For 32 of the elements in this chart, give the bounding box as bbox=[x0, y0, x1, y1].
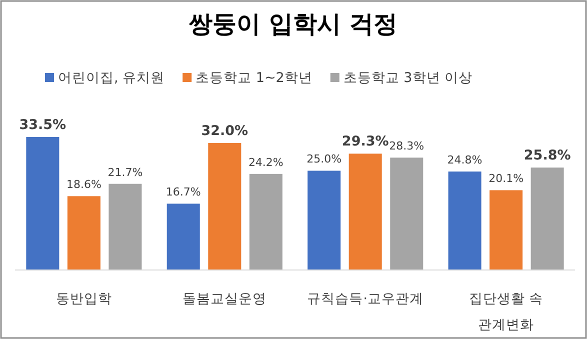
data-label: 16.7% bbox=[166, 186, 201, 199]
bar bbox=[308, 170, 341, 270]
data-label: 32.0% bbox=[201, 122, 249, 139]
legend-label: 초등학교 3학년 이상 bbox=[343, 70, 473, 86]
data-label: 24.8% bbox=[447, 154, 482, 167]
bar bbox=[26, 137, 60, 270]
data-label: 25.0% bbox=[306, 152, 342, 166]
chart-title: 쌍둥이 입학시 걱정 bbox=[188, 10, 398, 38]
x-tick-label: 집단생활 속 관계변화 bbox=[468, 291, 544, 333]
legend-label: 어린이집, 유치원 bbox=[58, 70, 165, 86]
x-tick-label: 돌봄교실운영 bbox=[182, 291, 267, 307]
data-label: 28.3% bbox=[389, 140, 424, 153]
bar bbox=[166, 204, 200, 270]
data-label: 18.6% bbox=[66, 178, 102, 192]
bar bbox=[448, 172, 482, 270]
bar bbox=[249, 174, 282, 270]
bar bbox=[390, 158, 424, 270]
bar bbox=[108, 184, 142, 270]
data-label: 21.7% bbox=[108, 166, 143, 179]
bar bbox=[490, 190, 523, 270]
bar bbox=[208, 142, 242, 270]
data-label: 33.5% bbox=[19, 117, 67, 133]
bar bbox=[67, 196, 100, 270]
data-label: 20.1% bbox=[488, 172, 524, 186]
bar bbox=[348, 154, 382, 270]
data-label: 24.2% bbox=[248, 156, 284, 169]
x-tick-label: 동반입학 bbox=[56, 291, 112, 307]
legend-label: 초등학교 1~2학년 bbox=[196, 70, 312, 86]
data-label: 29.3% bbox=[342, 134, 390, 150]
data-label: 25.8% bbox=[524, 148, 572, 164]
bar bbox=[530, 168, 564, 270]
x-tick-label: 규칙습득·교우관계 bbox=[307, 291, 424, 307]
